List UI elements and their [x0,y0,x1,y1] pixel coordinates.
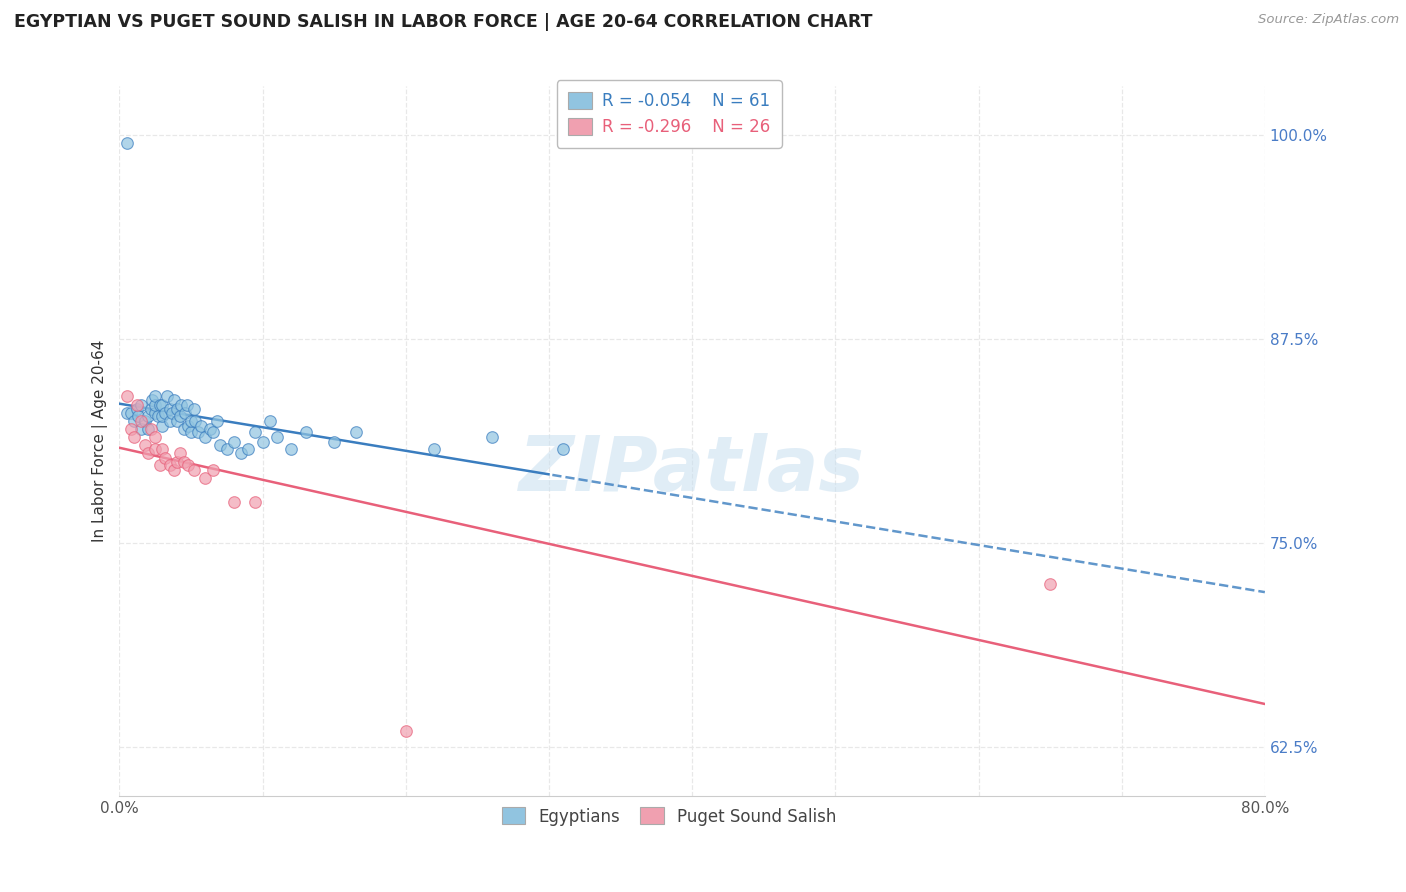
Point [141,392,163,407]
Point [143,389,166,403]
Point [180,425,202,440]
Point [122,430,145,444]
Point [139,422,162,436]
Point [152,442,174,456]
Point [190,418,212,433]
Point [152,409,174,423]
Point [201,425,224,440]
Point [143,406,166,420]
Point [115,389,138,403]
Point [146,409,169,423]
Point [166,455,188,469]
Point [162,406,184,420]
Point [152,397,174,411]
Point [259,414,281,428]
Point [176,397,198,411]
Point [183,463,205,477]
Point [139,402,162,417]
Point [183,402,205,417]
Point [115,136,138,151]
Point [222,435,245,450]
Point [423,442,446,456]
Point [169,446,191,460]
Text: ZIPatlas: ZIPatlas [519,433,865,507]
Point [344,425,367,440]
Y-axis label: In Labor Force | Age 20-64: In Labor Force | Age 20-64 [93,340,108,542]
Text: Source: ZipAtlas.com: Source: ZipAtlas.com [1258,13,1399,27]
Point [148,397,170,411]
Point [166,402,188,417]
Point [395,723,418,738]
Point [163,392,186,407]
Point [134,414,156,428]
Point [125,402,148,417]
Point [159,414,181,428]
Point [222,495,245,509]
Point [201,463,224,477]
Point [134,438,156,452]
Point [143,442,166,456]
Point [174,406,197,420]
Point [208,438,231,452]
Point [280,442,302,456]
Point [252,435,274,450]
Point [169,409,191,423]
Point [238,442,260,456]
Point [187,425,209,440]
Point [159,458,181,472]
Point [143,430,166,444]
Point [184,414,207,428]
Point [159,402,181,417]
Point [156,389,179,403]
Point [129,422,152,436]
Point [173,422,195,436]
Point [177,418,200,433]
Point [127,409,149,423]
Point [173,455,195,469]
Point [205,414,228,428]
Legend: Egyptians, Puget Sound Salish: Egyptians, Puget Sound Salish [494,799,845,834]
Point [115,406,138,420]
Point [553,442,575,456]
Point [152,418,174,433]
Point [194,471,217,485]
Point [120,406,142,420]
Point [148,458,170,472]
Point [245,495,267,509]
Point [143,397,166,411]
Point [245,425,267,440]
Point [194,430,217,444]
Point [129,414,152,428]
Point [266,430,288,444]
Point [323,435,346,450]
Point [481,430,503,444]
Point [136,422,159,436]
Point [166,414,188,428]
Point [120,422,142,436]
Point [163,463,186,477]
Point [122,414,145,428]
Point [294,425,316,440]
Point [180,414,202,428]
Point [215,442,238,456]
Point [136,446,159,460]
Text: EGYPTIAN VS PUGET SOUND SALISH IN LABOR FORCE | AGE 20-64 CORRELATION CHART: EGYPTIAN VS PUGET SOUND SALISH IN LABOR … [14,13,873,31]
Point [1039,577,1062,591]
Point [155,451,177,466]
Point [155,406,177,420]
Point [177,458,200,472]
Point [231,446,253,460]
Point [198,422,221,436]
Point [136,409,159,423]
Point [125,397,148,411]
Point [129,397,152,411]
Point [170,397,193,411]
